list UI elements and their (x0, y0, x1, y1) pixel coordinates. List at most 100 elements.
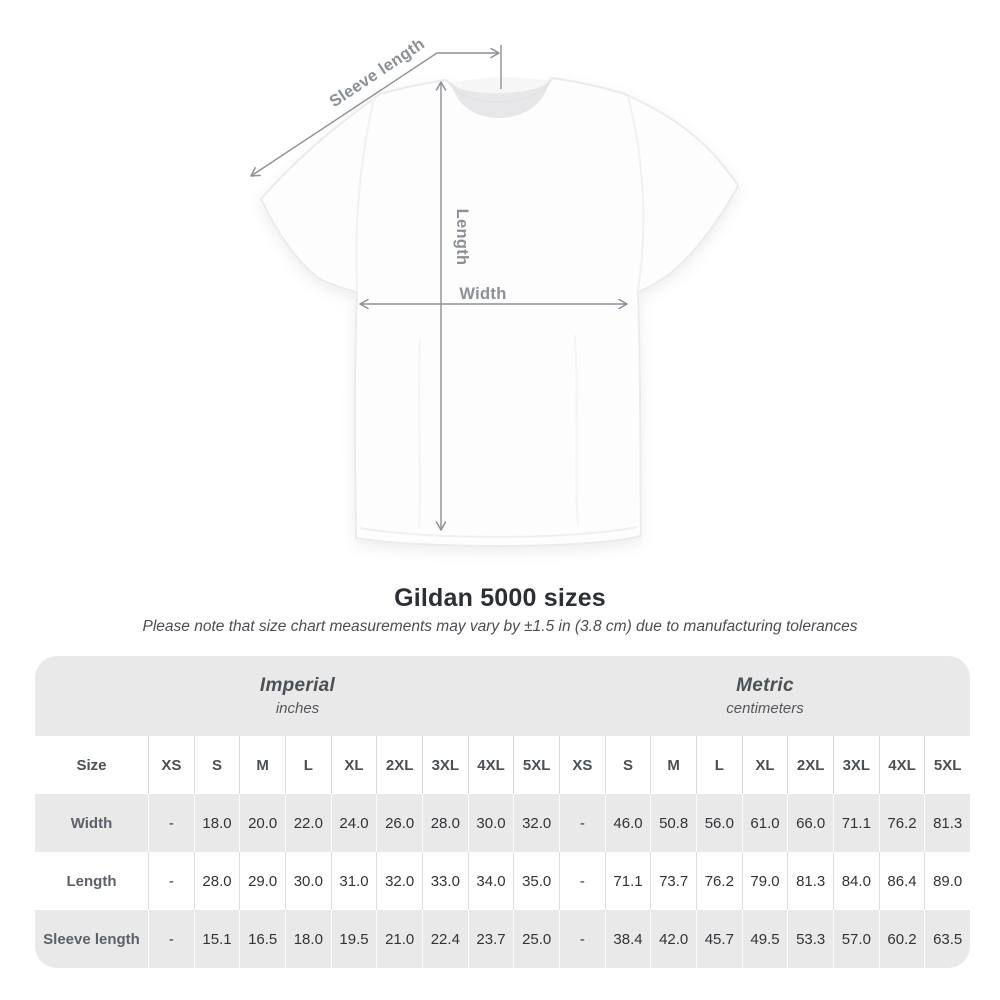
column-header: 2XL (376, 736, 422, 794)
column-header-row: Size XS S M L XL 2XL 3XL 4XL 5XL XS S M … (35, 736, 970, 794)
table-cell: 25.0 (513, 910, 559, 968)
table-cell: - (559, 794, 605, 852)
table-cell: 81.3 (924, 794, 970, 852)
unit-group-header-row: Imperial inches Metric centimeters (35, 656, 970, 736)
group-header-imperial: Imperial inches (35, 656, 560, 736)
table-cell: - (559, 910, 605, 968)
table-cell: 22.4 (422, 910, 468, 968)
table-cell: 45.7 (696, 910, 742, 968)
table-cell: 86.4 (878, 852, 925, 910)
table-cell: 89.0 (924, 852, 970, 910)
page-title: Gildan 5000 sizes (394, 584, 606, 612)
table-cell: 20.0 (239, 794, 285, 852)
table-cell: 76.2 (696, 852, 742, 910)
hem-seam (359, 526, 638, 538)
table-cell: 63.5 (924, 910, 970, 968)
tshirt-illustration (260, 77, 739, 548)
table-row-width: Width - 18.0 20.0 22.0 24.0 26.0 28.0 30… (35, 794, 970, 852)
row-label: Width (70, 814, 113, 832)
width-label: Width (459, 285, 506, 303)
column-header: M (650, 736, 696, 794)
table-cell: 15.1 (193, 910, 240, 968)
dimension-annotations (250, 45, 628, 531)
body-wrinkle (418, 339, 421, 529)
table-cell: 76.2 (878, 794, 925, 852)
table-cell: 57.0 (833, 910, 879, 968)
table-cell: 28.0 (422, 794, 468, 852)
table-cell: - (559, 852, 605, 910)
group-label: Metric (736, 675, 794, 696)
table-row-sleeve-length: Sleeve length - 15.1 16.5 18.0 19.5 21.0… (35, 910, 970, 968)
table-cell: 18.0 (285, 910, 331, 968)
column-header: 4XL (878, 736, 925, 794)
column-header: 5XL (924, 736, 970, 794)
table-cell: 79.0 (741, 852, 788, 910)
table-cell: 81.3 (787, 852, 833, 910)
row-label: Length (66, 872, 117, 890)
table-cell: 32.0 (376, 852, 422, 910)
table-cell: - (148, 794, 194, 852)
table-cell: 61.0 (741, 794, 788, 852)
table-cell: 71.1 (604, 852, 651, 910)
tshirt-size-diagram: Sleeve length Length Width (250, 35, 739, 548)
table-cell: 46.0 (604, 794, 651, 852)
column-header: M (239, 736, 285, 794)
table-cell: 22.0 (285, 794, 331, 852)
table-cell: 49.5 (741, 910, 788, 968)
table-cell: 53.3 (787, 910, 833, 968)
table-cell: 29.0 (239, 852, 285, 910)
table-cell: 73.7 (650, 852, 696, 910)
right-sleeve-seam (627, 95, 645, 291)
table-cell: 21.0 (376, 910, 422, 968)
column-header: L (285, 736, 331, 794)
group-header-metric: Metric centimeters (560, 656, 970, 736)
table-cell: 50.8 (650, 794, 696, 852)
column-header: S (193, 736, 240, 794)
table-cell: 56.0 (696, 794, 742, 852)
table-cell: 66.0 (787, 794, 833, 852)
table-cell: - (148, 910, 194, 968)
size-chart-table: Imperial inches Metric centimeters Size … (35, 656, 970, 968)
table-cell: 35.0 (513, 852, 559, 910)
length-label: Length (453, 209, 471, 266)
table-row-length: Length - 28.0 29.0 30.0 31.0 32.0 33.0 3… (35, 852, 970, 910)
column-header: XL (330, 736, 377, 794)
table-cell: 31.0 (330, 852, 377, 910)
column-header: XS (559, 736, 605, 794)
table-cell: - (148, 852, 194, 910)
column-header: L (696, 736, 742, 794)
table-cell: 38.4 (604, 910, 651, 968)
group-units: centimeters (726, 700, 804, 717)
table-cell: 28.0 (193, 852, 240, 910)
table-cell: 23.7 (467, 910, 514, 968)
table-cell: 42.0 (650, 910, 696, 968)
column-header-size: Size (76, 756, 107, 774)
table-cell: 84.0 (833, 852, 879, 910)
table-cell: 19.5 (330, 910, 377, 968)
tshirt-body (260, 77, 739, 548)
table-cell: 24.0 (330, 794, 377, 852)
column-header: 2XL (787, 736, 833, 794)
row-label: Sleeve length (43, 930, 140, 948)
group-units: inches (275, 700, 320, 717)
sleeve-length-arrow (250, 47, 500, 177)
table-cell: 60.2 (878, 910, 925, 968)
group-label: Imperial (259, 675, 336, 696)
table-cell: 26.0 (376, 794, 422, 852)
column-header: 4XL (467, 736, 514, 794)
table-cell: 18.0 (193, 794, 240, 852)
table-cell: 16.5 (239, 910, 285, 968)
table-cell: 32.0 (513, 794, 559, 852)
table-cell: 30.0 (285, 852, 331, 910)
page-subtitle: Please note that size chart measurements… (142, 618, 858, 635)
column-header: 5XL (513, 736, 559, 794)
column-header: XL (741, 736, 788, 794)
table-cell: 30.0 (467, 794, 514, 852)
table-cell: 33.0 (422, 852, 468, 910)
table-cell: 71.1 (833, 794, 879, 852)
column-header: 3XL (833, 736, 879, 794)
column-header: S (604, 736, 651, 794)
table-cell: 34.0 (467, 852, 514, 910)
body-wrinkle (574, 334, 579, 527)
column-header: XS (148, 736, 194, 794)
